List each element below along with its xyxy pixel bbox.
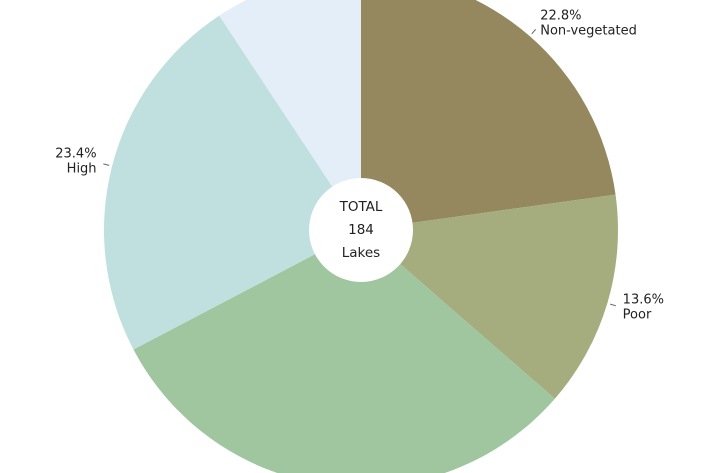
leader-line	[103, 163, 110, 166]
center-total: 184	[348, 222, 374, 238]
slices	[104, 0, 618, 473]
pie-slice	[133, 230, 555, 473]
slice-label: Non-vegetated	[540, 24, 637, 39]
slice-label: High	[67, 162, 97, 177]
center-unit: Lakes	[342, 245, 380, 261]
pie-slice	[219, 0, 361, 230]
pie-slice	[104, 15, 362, 350]
leader-line	[531, 29, 537, 35]
center-title: TOTAL	[339, 199, 383, 215]
pie-slice	[361, 194, 618, 399]
value-label: 23.4%	[55, 147, 96, 162]
value-label: 22.8%	[540, 9, 581, 24]
slice-label: Poor	[623, 307, 652, 322]
pie-slice	[361, 0, 616, 230]
leader-line	[610, 303, 617, 307]
donut-hole	[309, 178, 413, 282]
value-label: 13.6%	[623, 292, 664, 307]
